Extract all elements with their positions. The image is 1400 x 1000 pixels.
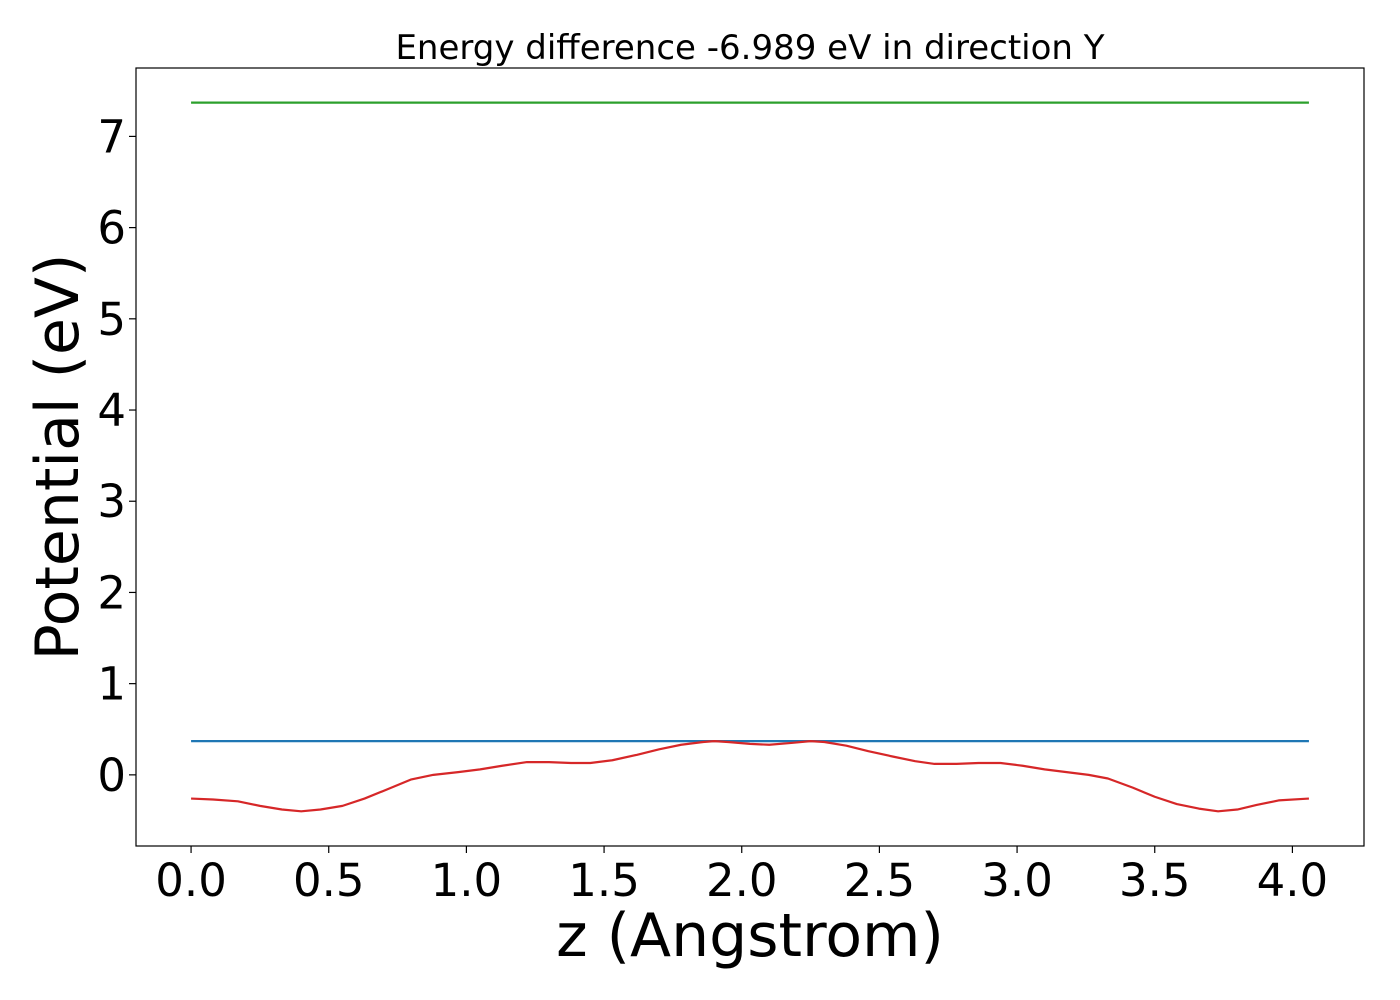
x-axis-label: z (Angstrom) xyxy=(556,901,944,971)
x-tick-label: 3.5 xyxy=(1119,854,1191,907)
x-tick-label: 4.0 xyxy=(1257,854,1329,907)
y-tick-label: 7 xyxy=(97,110,126,163)
y-axis-ticks: 0 1 2 3 4 5 6 7 xyxy=(97,110,136,802)
series-layer xyxy=(191,101,1309,813)
x-tick-label: 0.0 xyxy=(155,854,227,907)
plot-frame xyxy=(135,67,1365,847)
y-tick-label: 6 xyxy=(97,202,126,255)
y-tick-label: 1 xyxy=(97,658,126,711)
chart-title: Energy difference -6.989 eV in direction… xyxy=(395,28,1104,68)
x-tick-label: 1.0 xyxy=(431,854,503,907)
y-tick-label: 3 xyxy=(97,475,126,528)
series-line-2 xyxy=(191,740,1309,813)
y-tick-label: 5 xyxy=(97,293,126,346)
y-tick-label: 0 xyxy=(97,749,126,802)
x-tick-label: 3.0 xyxy=(981,854,1053,907)
x-axis-ticks: 0.0 0.5 1.0 1.5 2.0 2.5 3.0 3.5 4.0 xyxy=(155,846,1328,907)
y-tick-label: 2 xyxy=(97,566,126,619)
y-tick-label: 4 xyxy=(97,384,126,437)
y-axis-label: Potential (eV) xyxy=(23,254,93,661)
x-tick-label: 1.5 xyxy=(568,854,640,907)
x-tick-label: 2.0 xyxy=(706,854,778,907)
x-tick-label: 2.5 xyxy=(844,854,916,907)
x-tick-label: 0.5 xyxy=(293,854,365,907)
